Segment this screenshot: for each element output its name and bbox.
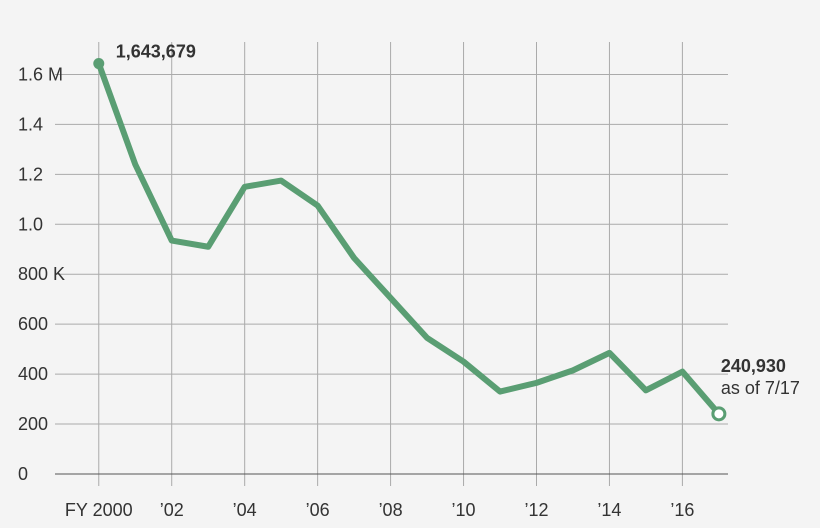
y-tick-label: 0 [18, 464, 28, 484]
point-marker [711, 406, 727, 422]
x-tick-label: ’06 [306, 500, 330, 520]
line [95, 62, 722, 416]
y-tick-label: 1.2 [18, 164, 43, 184]
x-tick-label: ’12 [524, 500, 548, 520]
x-tick-label: ’16 [670, 500, 694, 520]
y-tick-label: 1.6 M [18, 64, 63, 84]
point-marker [93, 58, 105, 70]
x-tick-label: ’02 [160, 500, 184, 520]
annotation: as of 7/17 [721, 378, 800, 398]
y-tick-label: 400 [18, 364, 48, 384]
x-tick-label: ’10 [452, 500, 476, 520]
y-tick-label: 800 K [18, 264, 65, 284]
data-label: 240,930 [721, 356, 786, 376]
x-tick-label: FY 2000 [65, 500, 133, 520]
x-tick-label: ’04 [233, 500, 257, 520]
y-tick-label: 200 [18, 414, 48, 434]
x-tick-label: ’14 [597, 500, 621, 520]
y-tick-label: 1.4 [18, 114, 43, 134]
data-label: 1,643,679 [116, 42, 196, 62]
y-tick-label: 1.0 [18, 214, 43, 234]
y-tick-label: 600 [18, 314, 48, 334]
x-tick-label: ’08 [379, 500, 403, 520]
